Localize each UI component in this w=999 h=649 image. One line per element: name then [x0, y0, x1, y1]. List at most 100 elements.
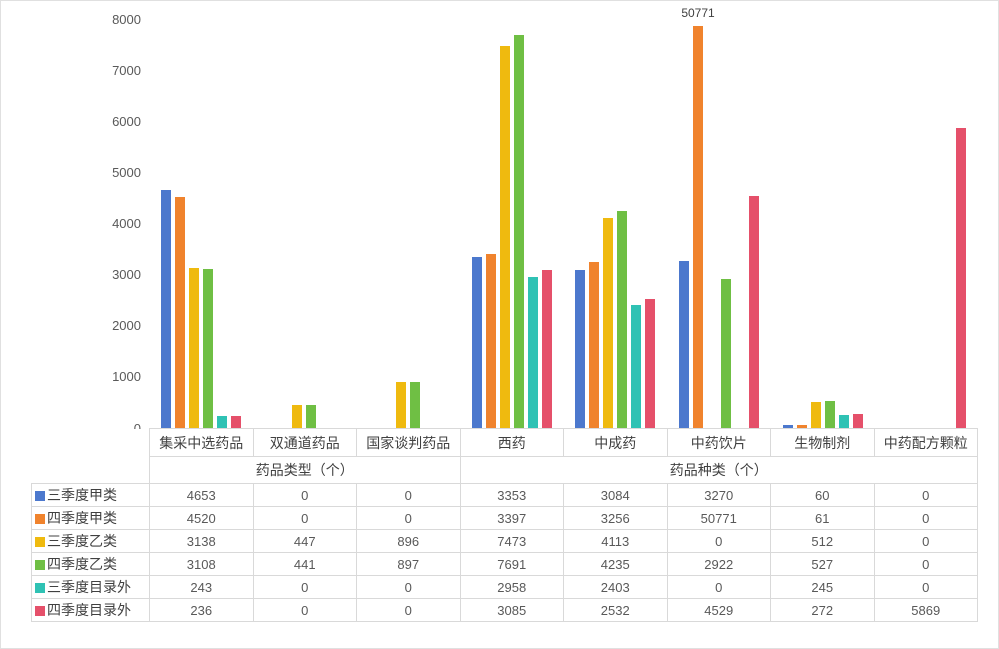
table-row: 四季度甲类 4520 0 0 3397 3256 50771 61 0: [31, 506, 978, 530]
bar: [306, 405, 317, 428]
value-cell: 60: [770, 483, 875, 507]
value-cell: 4653: [149, 483, 254, 507]
bar-group-8: [874, 19, 978, 428]
value-cell: 0: [666, 575, 771, 599]
data-table: 集采中选药品 双通道药品 国家谈判药品 西药 中成药 中药饮片 生物制剂 中药配方颗粒 药品类…: [31, 428, 978, 622]
series-name-cell: 三季度乙类: [31, 529, 150, 553]
series-name-cell: 四季度乙类: [31, 552, 150, 576]
value-cell: 4520: [149, 506, 254, 530]
value-cell: 0: [873, 575, 978, 599]
value-cell: 2532: [563, 598, 668, 622]
value-cell: 0: [873, 552, 978, 576]
series-name-label: 四季度甲类: [47, 510, 117, 526]
category-header: 集采中选药品: [149, 428, 254, 457]
bar: [575, 270, 586, 428]
bar: [216, 416, 227, 428]
bar: [678, 261, 689, 428]
series-name-label: 四季度目录外: [47, 602, 131, 618]
bar: [174, 197, 185, 428]
value-cell: 3256: [563, 506, 668, 530]
category-group-header: 药品种类（个）: [459, 456, 978, 484]
clipped-bar-value-label: 50771: [681, 6, 715, 20]
value-cell: 0: [356, 506, 461, 530]
bar: [410, 382, 421, 428]
value-cell: 0: [873, 483, 978, 507]
series-name-cell: 三季度目录外: [31, 575, 150, 599]
table-category-row: 集采中选药品 双通道药品 国家谈判药品 西药 中成药 中药饮片 生物制剂 中药配方颗粒: [31, 428, 978, 484]
bar: [485, 254, 496, 428]
value-cell: 512: [770, 529, 875, 553]
category-header: 国家谈判药品: [356, 428, 461, 457]
value-cell: 0: [252, 598, 357, 622]
value-cell: 4529: [666, 598, 771, 622]
value-cell: 0: [356, 598, 461, 622]
category-header: 双通道药品: [252, 428, 357, 457]
category-header: 生物制剂: [770, 428, 875, 457]
bar: [603, 218, 614, 428]
bar: [541, 270, 552, 428]
value-cell: 897: [356, 552, 461, 576]
value-cell: 3397: [459, 506, 564, 530]
legend-swatch-icon: [35, 514, 45, 524]
value-cell: 3270: [666, 483, 771, 507]
series-name-label: 三季度甲类: [47, 487, 117, 503]
bar: [838, 415, 849, 428]
bar: [589, 262, 600, 428]
series-name-label: 三季度乙类: [47, 533, 117, 549]
value-cell: 7691: [459, 552, 564, 576]
series-name-label: 三季度目录外: [47, 579, 131, 595]
bar: [645, 299, 656, 428]
plot-area: [149, 19, 978, 428]
legend-swatch-icon: [35, 606, 45, 616]
series-name-cell: 四季度甲类: [31, 506, 150, 530]
bar: [782, 425, 793, 428]
table-group-row: 药品类型（个） 药品种类（个）: [32, 456, 978, 484]
bar: [810, 402, 821, 428]
bar-group-2: [253, 19, 357, 428]
bar: [471, 257, 482, 428]
value-cell: 61: [770, 506, 875, 530]
bar: [617, 211, 628, 428]
value-cell: 3353: [459, 483, 564, 507]
bar-group-6: [667, 19, 771, 428]
value-cell: 4113: [563, 529, 668, 553]
category-header: 中成药: [563, 428, 668, 457]
bar: [292, 405, 303, 428]
value-cell: 0: [252, 506, 357, 530]
category-group-header: 药品类型（个）: [149, 456, 461, 484]
bar-group-4: [460, 19, 564, 428]
table-row: 四季度乙类 3108 441 897 7691 4235 2922 527 0: [31, 552, 978, 576]
bar: [692, 26, 703, 428]
value-cell: 3085: [459, 598, 564, 622]
bar: [631, 305, 642, 428]
value-cell: 0: [356, 483, 461, 507]
bar: [396, 382, 407, 428]
value-cell: 0: [666, 529, 771, 553]
legend-swatch-icon: [35, 537, 45, 547]
bar-group-1: [149, 19, 253, 428]
value-cell: 3084: [563, 483, 668, 507]
series-name-cell: 三季度甲类: [31, 483, 150, 507]
bar-group-7: [771, 19, 875, 428]
legend-swatch-icon: [35, 583, 45, 593]
table-row: 三季度甲类 4653 0 0 3353 3084 3270 60 0: [31, 483, 978, 507]
table-corner-cell: [31, 428, 150, 484]
table-row: 三季度目录外 243 0 0 2958 2403 0 245 0: [31, 575, 978, 599]
bar: [513, 35, 524, 428]
value-cell: 441: [252, 552, 357, 576]
bar: [824, 401, 835, 428]
value-cell: 243: [149, 575, 254, 599]
bar: [202, 269, 213, 428]
value-cell: 3108: [149, 552, 254, 576]
table-body: 三季度甲类 4653 0 0 3353 3084 3270 60 0 四季度甲类 4520 0 0 339…: [31, 483, 978, 622]
bar: [956, 128, 967, 428]
bar: [748, 196, 759, 428]
value-cell: 896: [356, 529, 461, 553]
value-cell: 5869: [873, 598, 978, 622]
value-cell: 236: [149, 598, 254, 622]
legend-swatch-icon: [35, 560, 45, 570]
value-cell: 4235: [563, 552, 668, 576]
value-cell: 245: [770, 575, 875, 599]
series-name-cell: 四季度目录外: [31, 598, 150, 622]
